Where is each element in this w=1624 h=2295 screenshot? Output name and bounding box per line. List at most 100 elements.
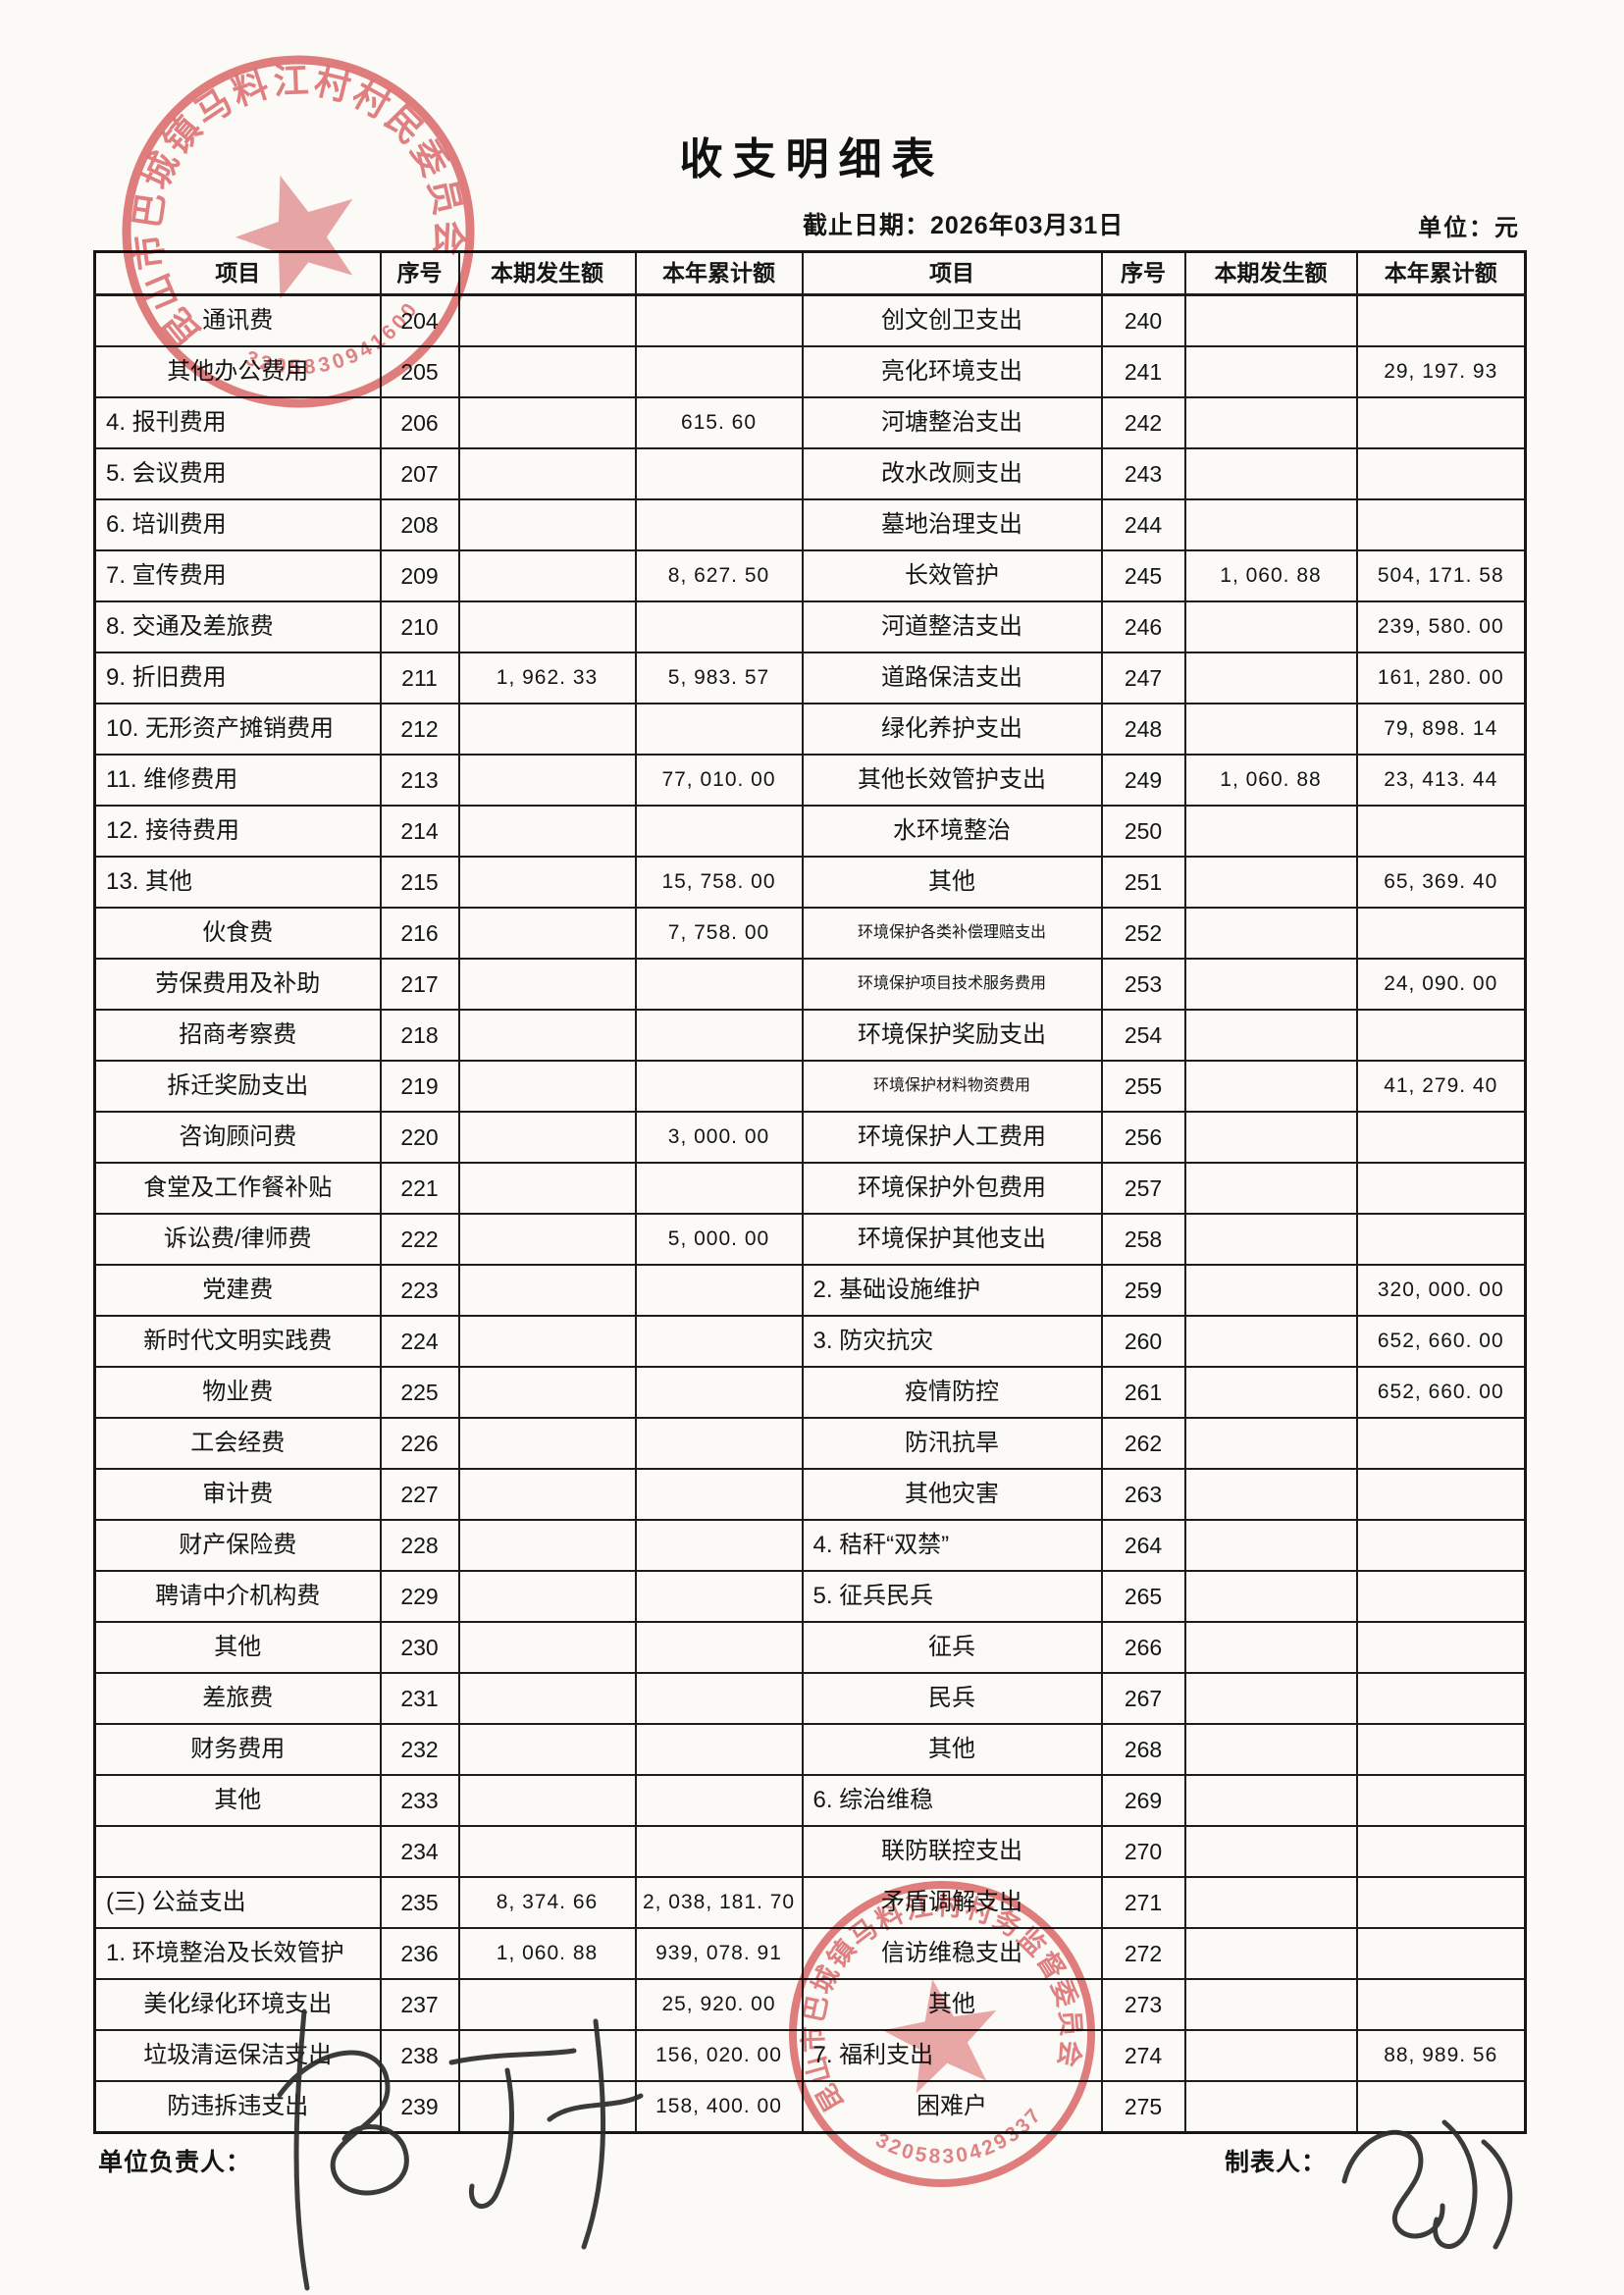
ytd-amount-cell xyxy=(634,293,804,347)
seq-cell: 264 xyxy=(1100,1519,1186,1572)
current-amount-cell xyxy=(1183,293,1358,347)
ytd-amount-cell: 504, 171. 58 xyxy=(1355,549,1527,602)
item-cell: 长效管护 xyxy=(801,549,1103,602)
ytd-amount-cell xyxy=(1355,1723,1527,1776)
ytd-amount-cell xyxy=(634,805,804,858)
seq-cell: 218 xyxy=(379,1009,460,1062)
ytd-amount-cell xyxy=(1355,2080,1527,2134)
item-cell: 食堂及工作餐补贴 xyxy=(93,1162,382,1215)
ytd-amount-cell xyxy=(1355,1570,1527,1623)
column-header-right-1: 序号 xyxy=(1100,250,1186,296)
ytd-amount-cell: 15, 758. 00 xyxy=(634,856,804,909)
seq-cell: 222 xyxy=(379,1213,460,1266)
table-row: 差旅费 231 民兵 267 xyxy=(93,1672,1527,1725)
svg-text:3205830941600: 3205830941600 xyxy=(237,292,435,401)
seq-cell: 253 xyxy=(1100,958,1186,1011)
current-amount-cell xyxy=(1183,1723,1358,1776)
table-row: 其他 233 6. 综治维稳 269 xyxy=(93,1774,1527,1827)
ytd-amount-cell: 77, 010. 00 xyxy=(634,754,804,807)
item-cell: 招商考察费 xyxy=(93,1009,382,1062)
ytd-amount-cell: 41, 279. 40 xyxy=(1355,1060,1527,1113)
item-cell: 墓地治理支出 xyxy=(801,498,1103,551)
seq-cell: 251 xyxy=(1100,856,1186,909)
current-amount-cell xyxy=(457,1774,637,1827)
seq-cell: 233 xyxy=(379,1774,460,1827)
ytd-amount-cell: 3, 000. 00 xyxy=(634,1111,804,1164)
ytd-amount-cell: 8, 627. 50 xyxy=(634,549,804,602)
table-row: 工会经费 226 防汛抗旱 262 xyxy=(93,1417,1527,1470)
item-cell: 道路保洁支出 xyxy=(801,652,1103,704)
current-amount-cell xyxy=(457,1723,637,1776)
seq-cell: 215 xyxy=(379,856,460,909)
current-amount-cell: 8, 374. 66 xyxy=(457,1876,637,1929)
item-cell: 7. 宣传费用 xyxy=(93,549,382,602)
seq-cell: 275 xyxy=(1100,2080,1186,2134)
current-amount-cell xyxy=(1183,447,1358,500)
seq-cell: 252 xyxy=(1100,907,1186,960)
item-cell: 其他 xyxy=(801,1723,1103,1776)
ytd-amount-cell xyxy=(634,1621,804,1674)
seq-cell: 230 xyxy=(379,1621,460,1674)
seq-cell: 274 xyxy=(1100,2029,1186,2082)
item-cell: 民兵 xyxy=(801,1672,1103,1725)
current-amount-cell xyxy=(1183,1774,1358,1827)
seq-cell: 231 xyxy=(379,1672,460,1725)
ytd-amount-cell xyxy=(1355,1621,1527,1674)
table-row: 4. 报刊费用 206 615. 60 河塘整治支出 242 xyxy=(93,396,1527,449)
current-amount-cell: 1, 060. 88 xyxy=(457,1927,637,1980)
item-cell: 其他灾害 xyxy=(801,1468,1103,1521)
current-amount-cell xyxy=(1183,1111,1358,1164)
current-amount-cell xyxy=(1183,856,1358,909)
table-row: 234 联防联控支出 270 xyxy=(93,1825,1527,1878)
column-header-right-2: 本期发生额 xyxy=(1183,250,1358,296)
seq-cell: 226 xyxy=(379,1417,460,1470)
table-row: 11. 维修费用 213 77, 010. 00 其他长效管护支出 249 1, 060.… xyxy=(93,754,1527,807)
current-amount-cell xyxy=(1183,805,1358,858)
ytd-amount-cell xyxy=(634,1264,804,1317)
ytd-amount-cell xyxy=(1355,1825,1527,1878)
seq-cell: 255 xyxy=(1100,1060,1186,1113)
seq-cell: 212 xyxy=(379,703,460,756)
ledger-table-body: 通讯费 204 创文创卫支出 240 其他办公费用 205 亮化环境支出 241 29, 197… xyxy=(93,293,1527,2134)
ytd-amount-cell: 615. 60 xyxy=(634,396,804,449)
item-cell: 5. 会议费用 xyxy=(93,447,382,500)
current-amount-cell xyxy=(1183,652,1358,704)
item-cell: 11. 维修费用 xyxy=(93,754,382,807)
item-cell: 4. 秸秆“双禁” xyxy=(801,1519,1103,1572)
ytd-amount-cell: 239, 580. 00 xyxy=(1355,600,1527,653)
item-cell: 水环境整治 xyxy=(801,805,1103,858)
ytd-amount-cell xyxy=(634,958,804,1011)
seq-cell: 236 xyxy=(379,1927,460,1980)
item-cell: 4. 报刊费用 xyxy=(93,396,382,449)
seq-cell: 229 xyxy=(379,1570,460,1623)
ytd-amount-cell: 939, 078. 91 xyxy=(634,1927,804,1980)
current-amount-cell xyxy=(457,1417,637,1470)
item-cell: 环境保护项目技术服务费用 xyxy=(801,958,1103,1011)
current-amount-cell xyxy=(457,498,637,551)
current-amount-cell xyxy=(1183,1264,1358,1317)
item-cell: 工会经费 xyxy=(93,1417,382,1470)
item-cell: 困难户 xyxy=(801,2080,1103,2134)
item-cell: 疫情防控 xyxy=(801,1366,1103,1419)
seq-cell: 245 xyxy=(1100,549,1186,602)
ytd-amount-cell xyxy=(634,1519,804,1572)
seq-cell: 263 xyxy=(1100,1468,1186,1521)
table-row: 1. 环境整治及长效管护 236 1, 060. 88 939, 078. 91 信访维… xyxy=(93,1927,1527,1980)
table-row: 劳保费用及补助 217 环境保护项目技术服务费用 253 24, 090. 00 xyxy=(93,958,1527,1011)
seq-cell: 261 xyxy=(1100,1366,1186,1419)
preparer-label: 制表人： xyxy=(1225,2149,1328,2176)
current-amount-cell xyxy=(457,396,637,449)
table-row: 党建费 223 2. 基础设施维护 259 320, 000. 00 xyxy=(93,1264,1527,1317)
current-amount-cell xyxy=(457,293,637,347)
current-amount-cell xyxy=(1183,1621,1358,1674)
item-cell: 改水改厕支出 xyxy=(801,447,1103,500)
item-cell: 其他 xyxy=(93,1621,382,1674)
seq-cell: 241 xyxy=(1100,345,1186,398)
item-cell: 环境保护材料物资费用 xyxy=(801,1060,1103,1113)
ytd-amount-cell xyxy=(634,1366,804,1419)
current-amount-cell xyxy=(457,1672,637,1725)
table-row: 其他 230 征兵 266 xyxy=(93,1621,1527,1674)
item-cell: 10. 无形资产摊销费用 xyxy=(93,703,382,756)
seq-cell: 243 xyxy=(1100,447,1186,500)
item-cell: 防汛抗旱 xyxy=(801,1417,1103,1470)
